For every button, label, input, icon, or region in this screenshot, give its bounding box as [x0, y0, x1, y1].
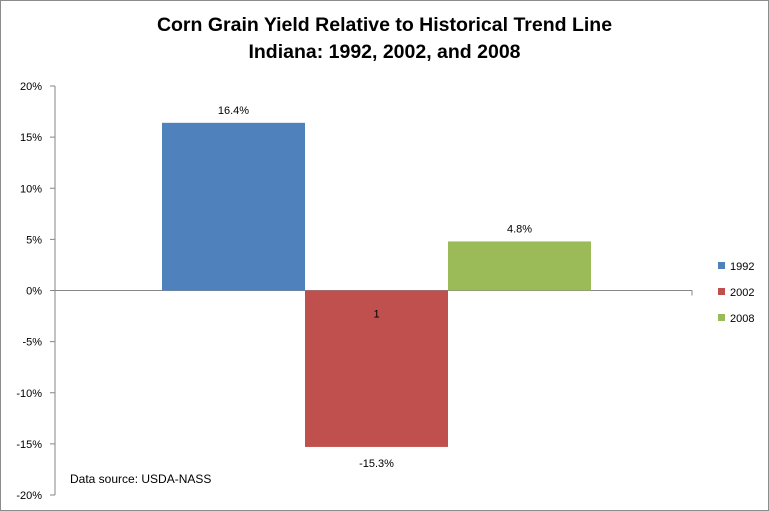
y-tick-label: -15% [16, 439, 42, 451]
y-tick-label: 5% [26, 234, 42, 246]
chart-subtitle: Indiana: 1992, 2002, and 2008 [248, 41, 521, 63]
y-tick-label: -5% [22, 337, 42, 349]
bar-2008 [448, 241, 591, 291]
bar-1992 [162, 122, 305, 291]
y-tick-label: -20% [16, 490, 42, 502]
category-label: 1 [373, 309, 379, 321]
chart-title: Corn Grain Yield Relative to Historical … [156, 14, 613, 36]
data-label-2008: 4.8% [507, 223, 532, 235]
legend: 1992 2002 2008 [718, 261, 754, 325]
data-label-2002: -15.3% [359, 458, 394, 470]
legend-label-2008: 2008 [730, 313, 754, 325]
bar-2002 [305, 290, 448, 447]
legend-swatch-2008 [718, 314, 725, 321]
chart-title-block: Corn Grain Yield Relative to Historical … [0, 12, 769, 66]
y-tick-label: -10% [16, 388, 42, 400]
data-source-note: Data source: USDA-NASS [70, 472, 212, 486]
data-labels: 16.4% -15.3% 4.8% 1 [218, 105, 532, 470]
legend-swatch-1992 [718, 262, 725, 269]
legend-label-1992: 1992 [730, 261, 754, 273]
data-label-1992: 16.4% [218, 105, 249, 117]
legend-label-2002: 2002 [730, 287, 754, 299]
y-tick-label: 20% [20, 81, 42, 93]
legend-swatch-2002 [718, 288, 725, 295]
bars [162, 122, 591, 447]
y-tick-label: 10% [20, 183, 42, 195]
y-tick-label: 0% [26, 286, 42, 298]
y-tick-label: 15% [20, 132, 42, 144]
